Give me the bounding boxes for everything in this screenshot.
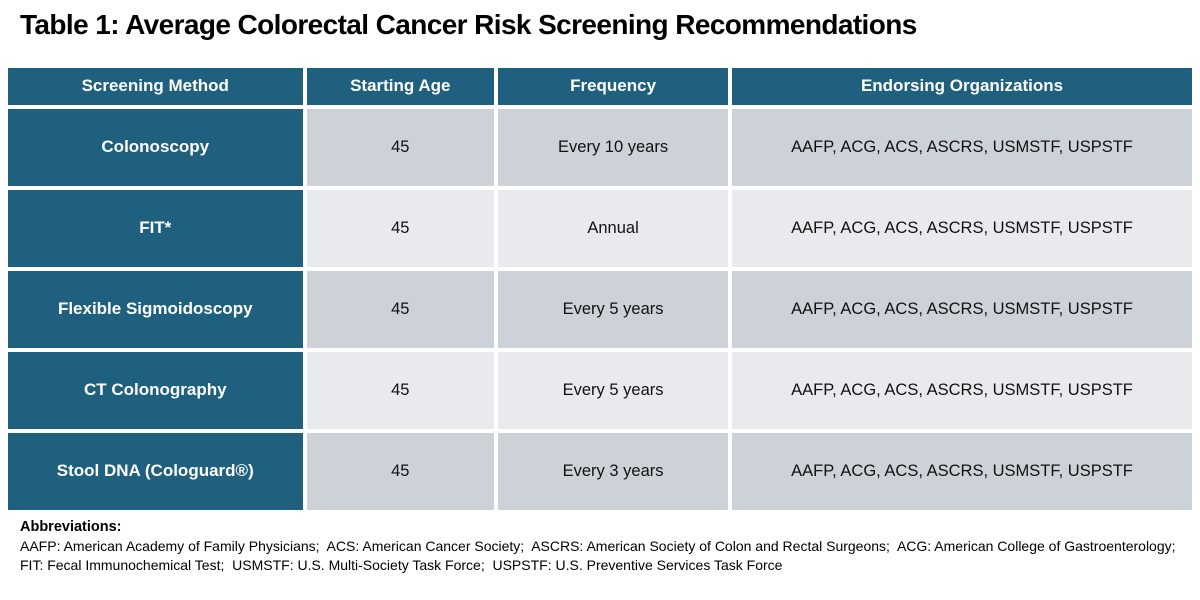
cell-starting-age: 45 — [306, 270, 495, 348]
cell-organizations: AAFP, ACG, ACS, ASCRS, USMSTF, USPSTF — [732, 189, 1192, 267]
table-row: Stool DNA (Cologuard®) 45 Every 3 years … — [8, 432, 1192, 510]
cell-starting-age: 45 — [306, 189, 495, 267]
table-row: CT Colonography 45 Every 5 years AAFP, A… — [8, 351, 1192, 429]
cell-starting-age: 45 — [306, 351, 495, 429]
cell-organizations: AAFP, ACG, ACS, ASCRS, USMSTF, USPSTF — [732, 432, 1192, 510]
footnotes: Abbreviations: AAFP: American Academy of… — [0, 514, 1200, 575]
screening-recommendations-table: Screening Method Starting Age Frequency … — [4, 64, 1196, 514]
column-header-screening-method: Screening Method — [8, 67, 303, 105]
abbreviations-line-1: AAFP: American Academy of Family Physici… — [20, 538, 1176, 555]
cell-organizations: AAFP, ACG, ACS, ASCRS, USMSTF, USPSTF — [732, 270, 1192, 348]
cell-starting-age: 45 — [306, 432, 495, 510]
abbreviations-label: Abbreviations: — [20, 518, 122, 535]
column-header-frequency: Frequency — [498, 67, 729, 105]
cell-frequency: Every 10 years — [498, 108, 729, 186]
cell-method: Colonoscopy — [8, 108, 303, 186]
cell-method: CT Colonography — [8, 351, 303, 429]
cell-organizations: AAFP, ACG, ACS, ASCRS, USMSTF, USPSTF — [732, 351, 1192, 429]
cell-method: Stool DNA (Cologuard®) — [8, 432, 303, 510]
cell-frequency: Every 5 years — [498, 270, 729, 348]
cell-frequency: Every 3 years — [498, 432, 729, 510]
abbreviations-line-2: FIT: Fecal Immunochemical Test; USMSTF: … — [20, 557, 783, 574]
cell-method: Flexible Sigmoidoscopy — [8, 270, 303, 348]
cell-frequency: Every 5 years — [498, 351, 729, 429]
table-title: Table 1: Average Colorectal Cancer Risk … — [20, 9, 917, 40]
table-row: FIT* 45 Annual AAFP, ACG, ACS, ASCRS, US… — [8, 189, 1192, 267]
table-header-row: Screening Method Starting Age Frequency … — [8, 67, 1192, 105]
cell-method: FIT* — [8, 189, 303, 267]
table-row: Flexible Sigmoidoscopy 45 Every 5 years … — [8, 270, 1192, 348]
column-header-starting-age: Starting Age — [306, 67, 495, 105]
cell-starting-age: 45 — [306, 108, 495, 186]
cell-frequency: Annual — [498, 189, 729, 267]
cell-organizations: AAFP, ACG, ACS, ASCRS, USMSTF, USPSTF — [732, 108, 1192, 186]
column-header-endorsing-organizations: Endorsing Organizations — [732, 67, 1192, 105]
table-row: Colonoscopy 45 Every 10 years AAFP, ACG,… — [8, 108, 1192, 186]
